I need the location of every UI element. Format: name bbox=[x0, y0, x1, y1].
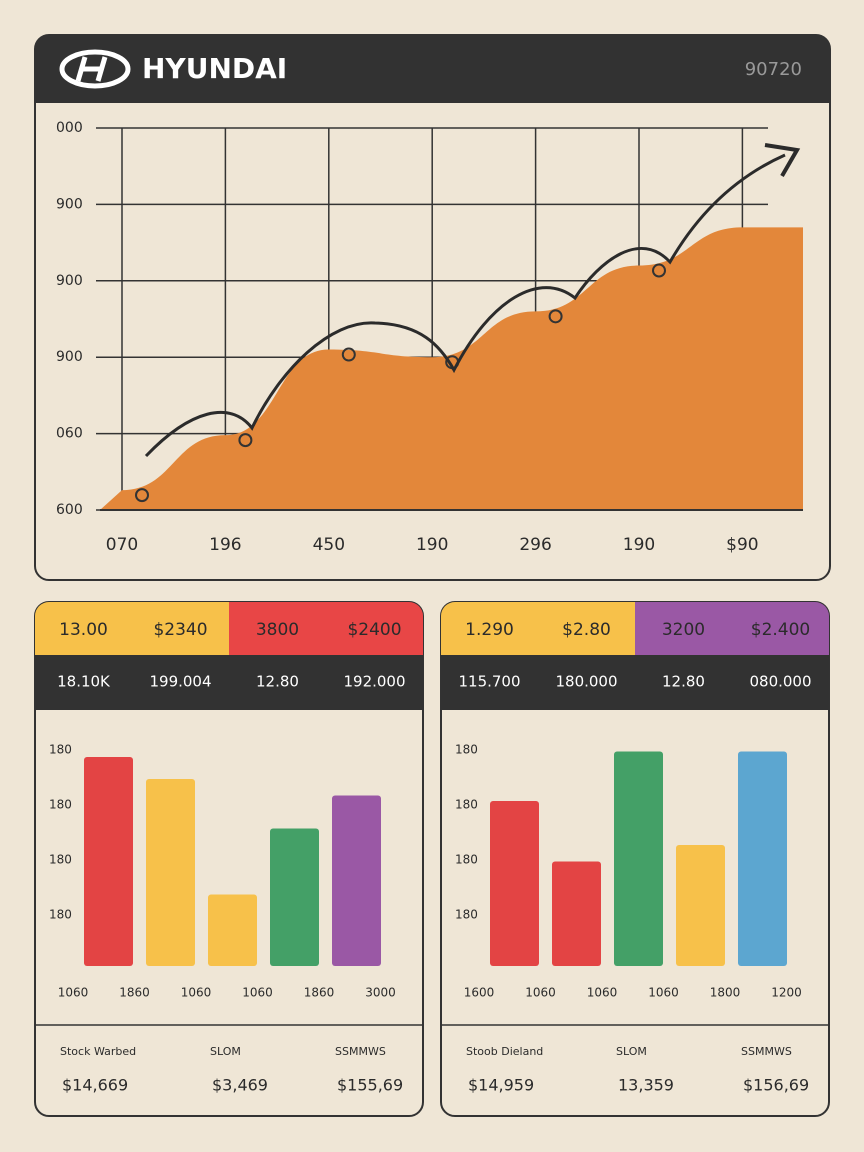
top-cell bbox=[326, 602, 423, 655]
top-cell-text: $2400 bbox=[347, 620, 401, 640]
y-tick-label: 180 bbox=[455, 798, 478, 812]
x-tick-label: 1060 bbox=[58, 986, 89, 1000]
footer-label: SSMMWS bbox=[335, 1045, 386, 1058]
y-tick-label: 060 bbox=[56, 426, 83, 442]
point bbox=[652, 263, 666, 278]
top-cell bbox=[635, 602, 732, 655]
footer-label: SSMMWS bbox=[741, 1045, 792, 1058]
top-cell-text: $2.400 bbox=[751, 620, 810, 640]
top-cell bbox=[441, 602, 538, 655]
footer-value: $14,959 bbox=[468, 1076, 534, 1095]
logo bbox=[59, 49, 131, 89]
header-bar bbox=[35, 35, 830, 103]
x-tick-label: 196 bbox=[209, 535, 241, 555]
y-tick-label: 900 bbox=[56, 349, 83, 365]
bar bbox=[552, 861, 601, 966]
arrow-head bbox=[764, 143, 801, 177]
main-chart: 000 900 900 900 060 600 070 196 450 190 296 190 $90 bbox=[56, 120, 803, 555]
y-tick-label: 600 bbox=[56, 502, 83, 518]
y-tick-label: 180 bbox=[455, 908, 478, 922]
panel: 1.290 $2.80 3200 $2.400 115.700 180.000 12.80 0… bbox=[440, 601, 830, 1117]
stat: 192.000 bbox=[343, 673, 405, 691]
bar bbox=[738, 751, 787, 966]
stats-bar bbox=[441, 655, 829, 710]
stat: 115.700 bbox=[458, 673, 520, 691]
x-tick-label: 296 bbox=[519, 535, 551, 555]
top-cell bbox=[132, 602, 229, 655]
brand: HYUNDAI bbox=[142, 52, 287, 85]
y-tick-label: 180 bbox=[49, 908, 72, 922]
top-cell-text: 1.290 bbox=[465, 620, 514, 640]
footer-value: $3,469 bbox=[212, 1076, 268, 1095]
footer-value: $155,69 bbox=[337, 1076, 403, 1095]
y-tick-label: 180 bbox=[49, 743, 72, 757]
top-cell-text: 3800 bbox=[256, 620, 299, 640]
point bbox=[238, 433, 253, 448]
x-tick-label: 1060 bbox=[587, 986, 618, 1000]
x-tick-label: $90 bbox=[726, 535, 758, 555]
top-cell bbox=[35, 602, 132, 655]
bar bbox=[270, 828, 319, 966]
x-tick-label: 1600 bbox=[464, 986, 495, 1000]
bar bbox=[146, 779, 195, 966]
x-tick-label: 190 bbox=[623, 535, 655, 555]
footer-value: 13,359 bbox=[618, 1076, 674, 1095]
bar bbox=[84, 757, 133, 966]
y-tick-label: 900 bbox=[56, 273, 83, 289]
top-cell bbox=[732, 602, 829, 655]
footer-label: Stock Warbed bbox=[60, 1045, 136, 1058]
x-tick-label: 1060 bbox=[181, 986, 212, 1000]
x-tick-label: 1060 bbox=[648, 986, 679, 1000]
header-code: 90720 bbox=[745, 59, 802, 80]
bar bbox=[208, 894, 257, 966]
stat: 080.000 bbox=[749, 673, 811, 691]
y-tick-label: 900 bbox=[56, 196, 83, 212]
point bbox=[135, 488, 149, 503]
x-tick-label: 1800 bbox=[710, 986, 741, 1000]
x-tick-label: 190 bbox=[416, 535, 448, 555]
top-cell bbox=[229, 602, 326, 655]
x-tick-label: 070 bbox=[106, 535, 138, 555]
trend-arrow bbox=[144, 153, 786, 458]
x-tick-label: 450 bbox=[313, 535, 345, 555]
y-tick-label: 180 bbox=[455, 743, 478, 757]
panel: 13.00 $2340 3800 $2400 18.10K 199.004 12.80 192… bbox=[34, 601, 424, 1117]
top-cell-text: 13.00 bbox=[59, 620, 108, 640]
x-tick-label: 1200 bbox=[771, 986, 802, 1000]
top-cell-text: $2.80 bbox=[562, 620, 611, 640]
x-tick-label: 3000 bbox=[365, 986, 396, 1000]
stat: 180.000 bbox=[555, 673, 617, 691]
stat: 12.80 bbox=[662, 673, 705, 691]
stat: 12.80 bbox=[256, 673, 299, 691]
bar bbox=[676, 845, 725, 966]
footer-label: SLOM bbox=[616, 1045, 647, 1058]
x-tick-label: 1060 bbox=[242, 986, 273, 1000]
top-cell bbox=[538, 602, 635, 655]
bar bbox=[332, 795, 381, 966]
point bbox=[548, 309, 563, 324]
x-tick-label: 1860 bbox=[119, 986, 150, 1000]
point bbox=[341, 347, 356, 362]
footer-label: Stoob Dieland bbox=[466, 1045, 543, 1058]
y-tick-label: 180 bbox=[455, 853, 478, 867]
y-tick-label: 180 bbox=[49, 798, 72, 812]
bar bbox=[614, 751, 663, 966]
footer-label: SLOM bbox=[210, 1045, 241, 1058]
top-cell-text: 3200 bbox=[662, 620, 705, 640]
top-cell-text: $2340 bbox=[153, 620, 207, 640]
stat: 18.10K bbox=[57, 673, 111, 691]
stat: 199.004 bbox=[149, 673, 211, 691]
x-tick-label: 1860 bbox=[304, 986, 335, 1000]
stats-bar bbox=[35, 655, 423, 710]
logo-h bbox=[75, 56, 108, 82]
bar bbox=[490, 801, 539, 966]
y-tick-label: 180 bbox=[49, 853, 72, 867]
y-tick-label: 000 bbox=[56, 120, 83, 136]
x-tick-label: 1060 bbox=[525, 986, 556, 1000]
footer-value: $14,669 bbox=[62, 1076, 128, 1095]
footer-value: $156,69 bbox=[743, 1076, 809, 1095]
